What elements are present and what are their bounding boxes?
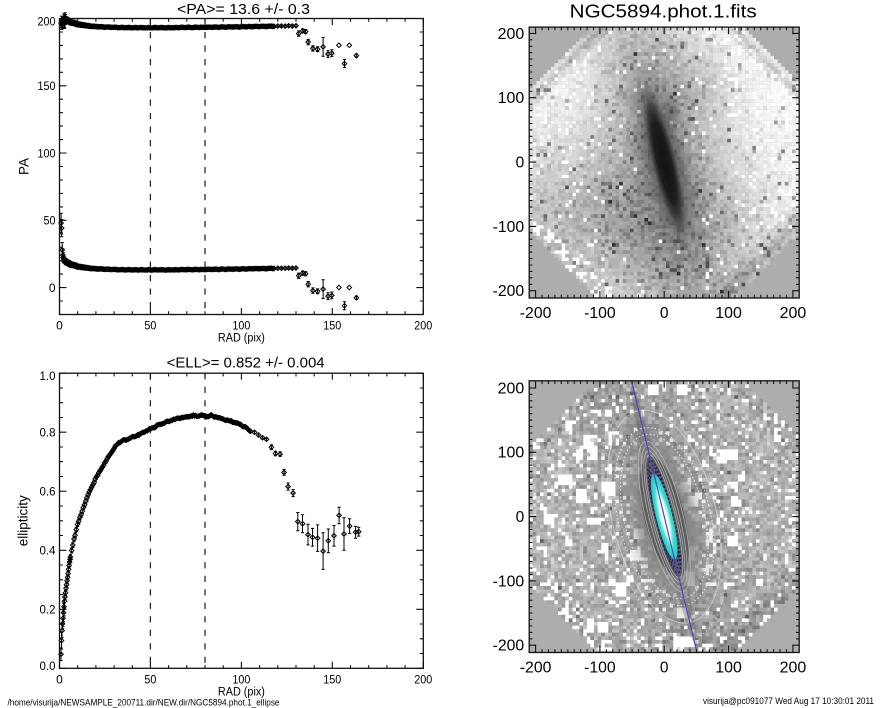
svg-text:0: 0	[516, 155, 525, 172]
svg-text:-100: -100	[493, 219, 525, 236]
svg-text:1.0: 1.0	[40, 369, 56, 383]
svg-text:RAD (pix): RAD (pix)	[218, 687, 265, 699]
svg-text:0: 0	[660, 660, 669, 677]
svg-text:<ELL>= 0.852 +/- 0.004: <ELL>= 0.852 +/- 0.004	[167, 356, 325, 372]
svg-text:100: 100	[232, 672, 250, 686]
svg-text:200: 200	[780, 660, 807, 677]
svg-text:100: 100	[38, 146, 56, 160]
svg-text:50: 50	[144, 319, 156, 333]
svg-text:200: 200	[414, 672, 432, 686]
svg-text:-100: -100	[584, 305, 616, 322]
svg-text:50: 50	[44, 214, 56, 228]
svg-text:0: 0	[49, 281, 56, 295]
svg-text:<PA>= 13.6 +/- 0.3: <PA>= 13.6 +/- 0.3	[177, 2, 310, 18]
svg-text:-200: -200	[520, 660, 552, 677]
svg-text:0.2: 0.2	[40, 603, 56, 617]
svg-text:-100: -100	[493, 573, 525, 590]
svg-text:0: 0	[660, 305, 669, 322]
svg-text:100: 100	[498, 445, 525, 462]
svg-text:150: 150	[38, 79, 56, 93]
svg-text:100: 100	[498, 90, 525, 107]
svg-text:RAD (pix): RAD (pix)	[218, 333, 265, 345]
svg-text:0.4: 0.4	[40, 544, 56, 558]
svg-text:0: 0	[516, 509, 525, 526]
svg-text:100: 100	[232, 319, 250, 333]
svg-text:200: 200	[414, 319, 432, 333]
svg-text:150: 150	[323, 672, 341, 686]
svg-text:/home/visurija/NEWSAMPLE_20071: /home/visurija/NEWSAMPLE_200711.dir/NEW.…	[8, 698, 280, 708]
svg-text:150: 150	[323, 319, 341, 333]
svg-text:ellipticity: ellipticity	[16, 495, 31, 546]
svg-text:50: 50	[144, 672, 156, 686]
svg-text:100: 100	[715, 660, 742, 677]
svg-text:100: 100	[715, 305, 742, 322]
svg-text:0.8: 0.8	[40, 426, 56, 440]
svg-text:visurija@pc091077 Wed Aug 17: visurija@pc091077 Wed Aug 17 10:30:01 20…	[703, 696, 874, 706]
svg-text:0: 0	[56, 319, 63, 333]
svg-text:-200: -200	[520, 305, 552, 322]
svg-text:0: 0	[56, 672, 63, 686]
svg-text:200: 200	[38, 14, 56, 28]
svg-text:NGC5894.phot.1.fits: NGC5894.phot.1.fits	[570, 0, 757, 21]
svg-text:PA: PA	[17, 158, 32, 175]
svg-text:0.6: 0.6	[40, 485, 56, 499]
svg-text:0.0: 0.0	[40, 659, 56, 673]
svg-text:-100: -100	[584, 660, 616, 677]
svg-text:200: 200	[780, 305, 807, 322]
svg-text:-200: -200	[493, 638, 525, 655]
svg-text:200: 200	[498, 380, 525, 397]
svg-text:200: 200	[498, 26, 525, 43]
svg-text:-200: -200	[493, 283, 525, 300]
